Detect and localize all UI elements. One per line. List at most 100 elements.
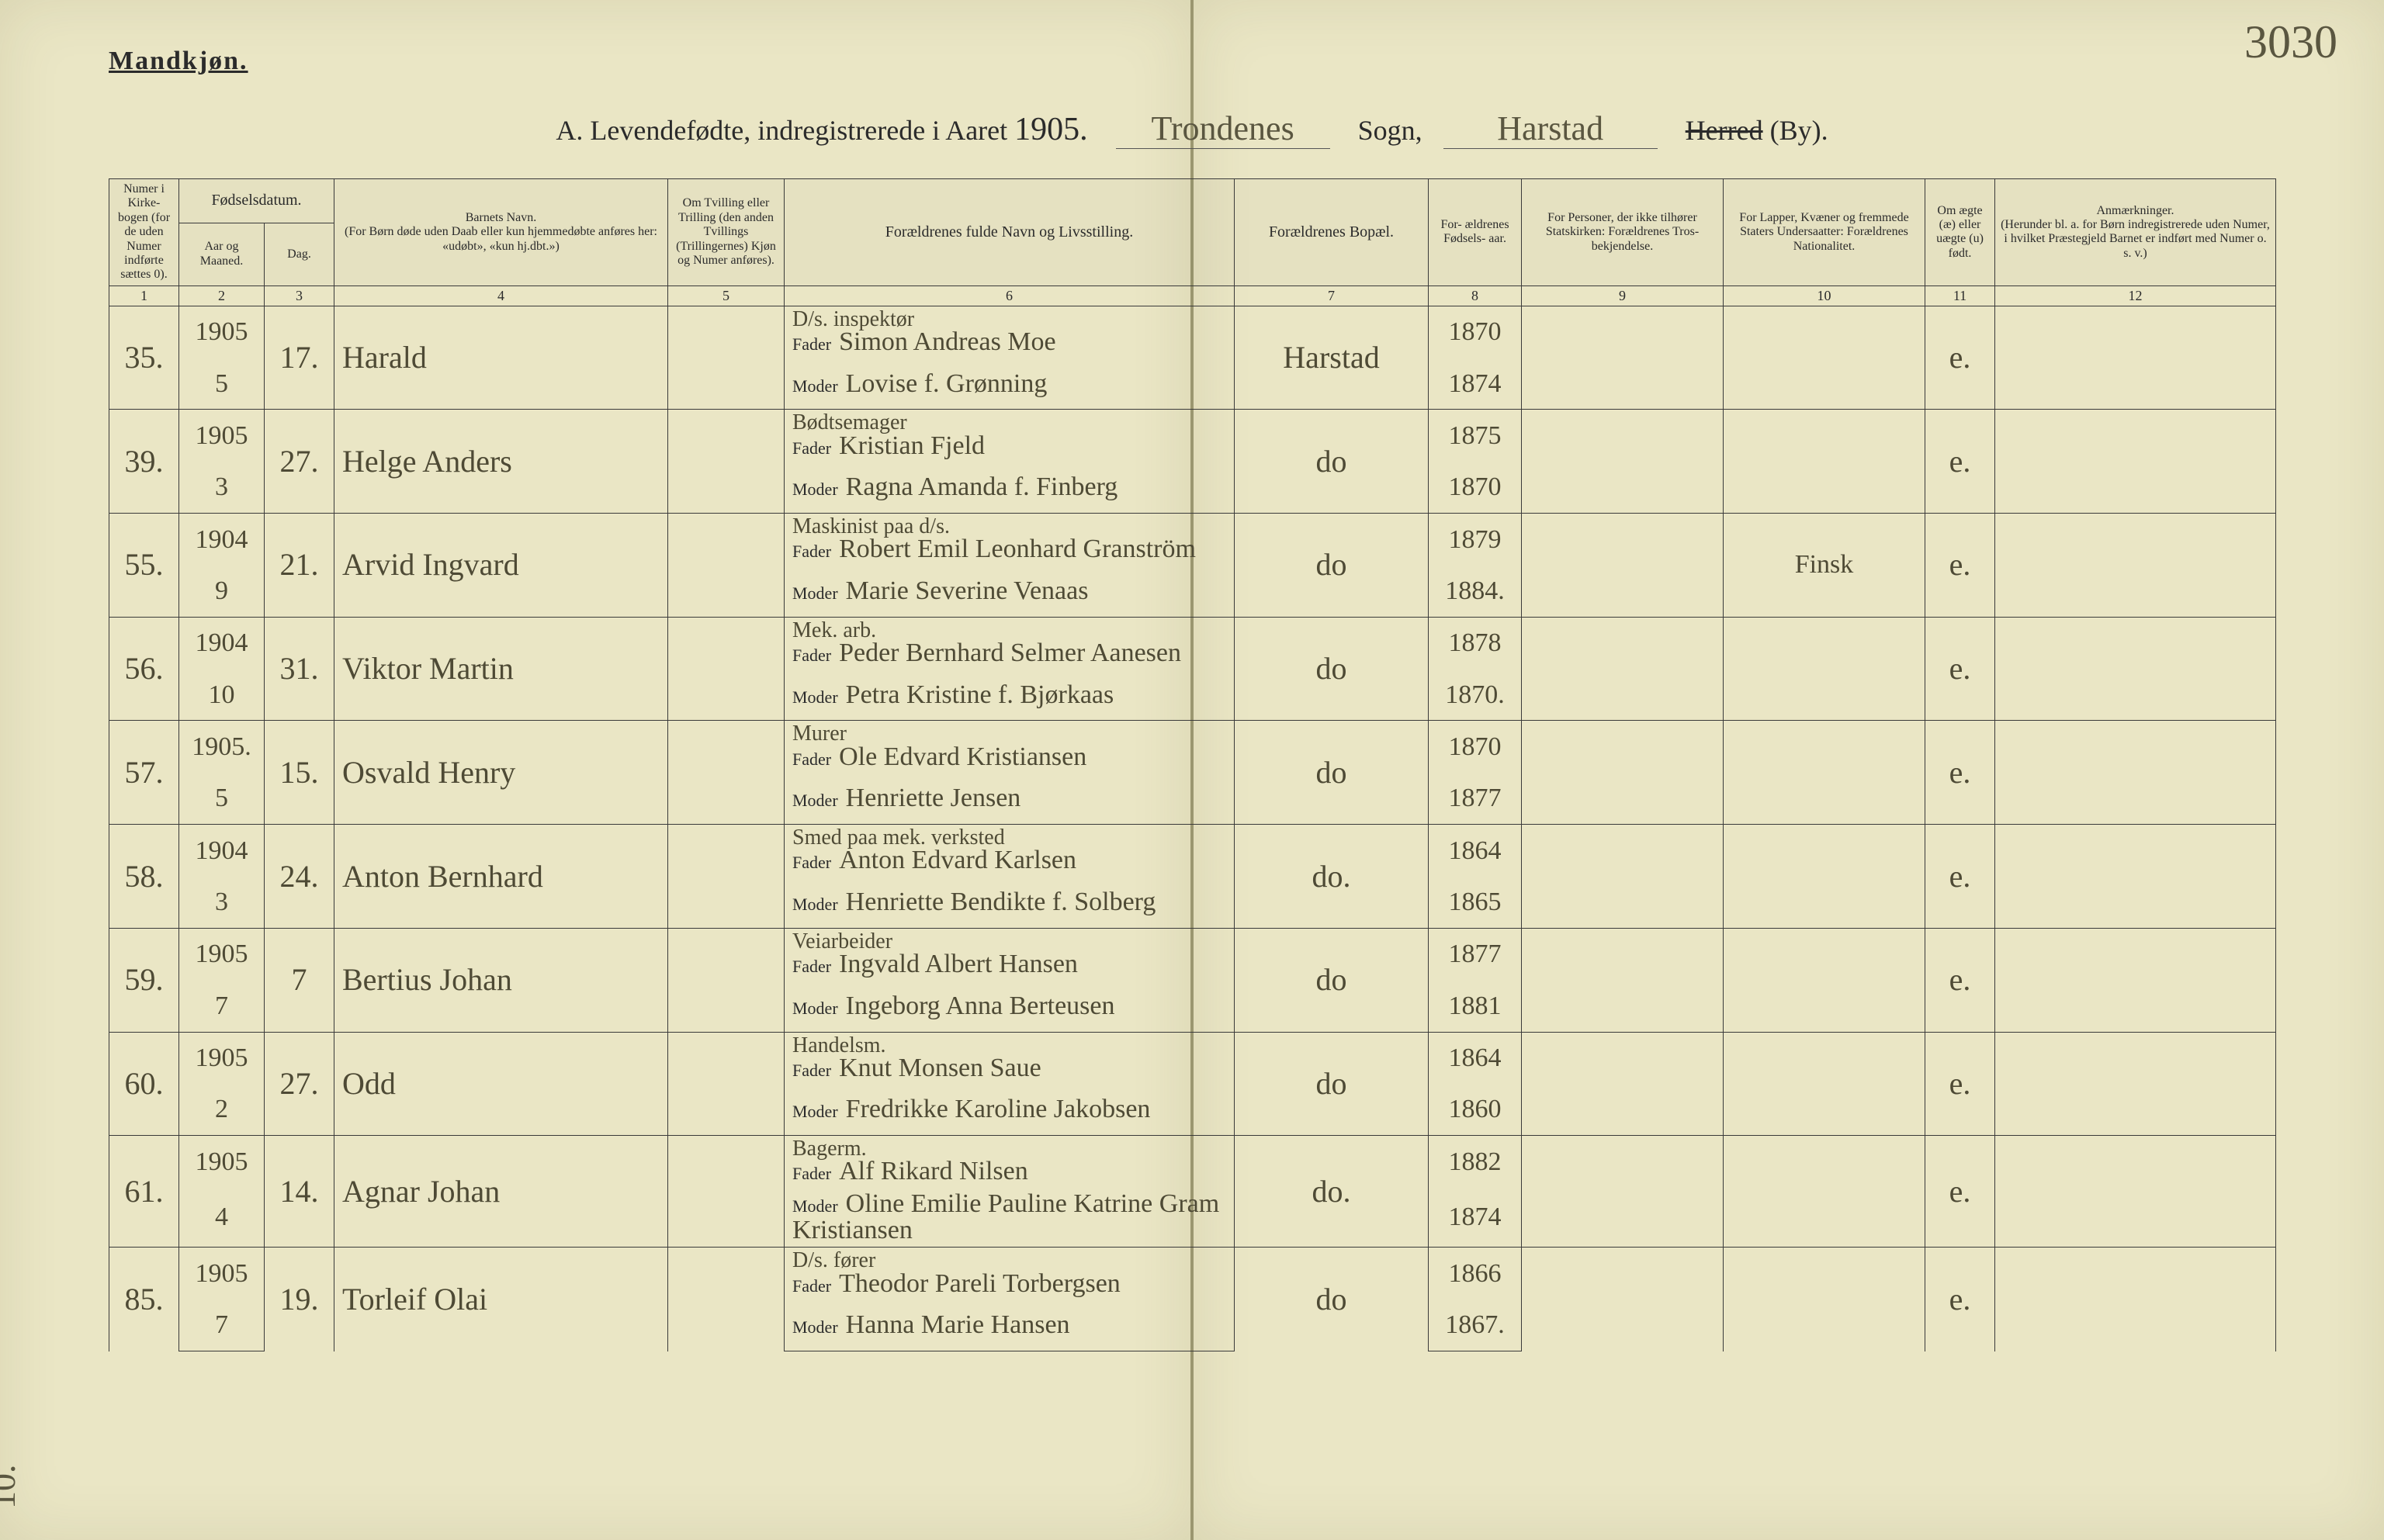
rec-residence: do: [1235, 1032, 1429, 1136]
rec-father-occ: Murer: [792, 724, 1226, 743]
colnum: 1: [109, 286, 179, 306]
moder-label: Moder: [792, 998, 838, 1018]
rec-confession: [1522, 410, 1724, 514]
rec-mother-name: Henriette Jensen: [846, 784, 1021, 812]
rec-child: Anton Bernhard: [334, 825, 668, 929]
rec-num: 56.: [109, 617, 179, 721]
rec-residence: do.: [1235, 1136, 1429, 1248]
rec-confession: [1522, 514, 1724, 618]
rec-father-occ: D/s. fører: [792, 1251, 1226, 1270]
rec-mother: ModerRagna Amanda f. Finberg: [785, 462, 1235, 514]
rec-mother: ModerLovise f. Grønning: [785, 358, 1235, 410]
rec-nationality: [1724, 410, 1925, 514]
moder-label: Moder: [792, 583, 838, 603]
rec-month: 7: [179, 981, 265, 1032]
rec-father-year: 1870: [1429, 306, 1522, 358]
rec-twin: [668, 617, 785, 721]
rec-nationality: [1724, 1136, 1925, 1248]
rec-num: 35.: [109, 306, 179, 410]
rec-month: 5: [179, 773, 265, 825]
fader-label: Fader: [792, 1276, 831, 1296]
rec-twin: [668, 1136, 785, 1248]
record-row-top: 60.190527.OddHandelsm.FaderKnut Monsen S…: [109, 1032, 2276, 1085]
rec-mother-year: 1860: [1429, 1085, 1522, 1136]
rec-father: BødtsemagerFaderKristian Fjeld: [785, 410, 1235, 462]
rec-month: 7: [179, 1300, 265, 1351]
fader-label: Fader: [792, 1164, 831, 1183]
col-head-notes: Anmærkninger. (Herunder bl. a. for Børn …: [1995, 179, 2276, 286]
rec-legit: e.: [1925, 617, 1995, 721]
moder-label: Moder: [792, 791, 838, 810]
rec-twin: [668, 825, 785, 929]
rec-day: 27.: [265, 410, 334, 514]
moder-label: Moder: [792, 687, 838, 707]
table-body: 35.190517.HaraldD/s. inspektørFaderSimon…: [109, 306, 2276, 1351]
rec-twin: [668, 1248, 785, 1351]
col-head-legit: Om ægte (æ) eller uægte (u) født.: [1925, 179, 1995, 286]
table-head: Numer i Kirke- bogen (for de uden Numer …: [109, 179, 2276, 306]
rec-month: 4: [179, 1188, 265, 1248]
rec-mother: ModerFredrikke Karoline Jakobsen: [785, 1085, 1235, 1136]
rec-day: 19.: [265, 1248, 334, 1351]
record-row-top: 85.190519.Torleif OlaiD/s. førerFaderThe…: [109, 1248, 2276, 1300]
title-prefix: A. Levendefødte, indregistrerede i Aaret: [556, 115, 1007, 146]
col-head-name-top: Barnets Navn.: [466, 211, 537, 224]
colnum: 2: [179, 286, 265, 306]
rec-notes: [1995, 928, 2276, 1032]
rec-nationality: [1724, 928, 1925, 1032]
rec-nationality: [1724, 306, 1925, 410]
rec-legit: e.: [1925, 825, 1995, 929]
rec-father-name: Simon Andreas Moe: [839, 327, 1056, 356]
record-row-top: 57.1905.15.Osvald HenryMurerFaderOle Edv…: [109, 721, 2276, 773]
rec-father: D/s. førerFaderTheodor Pareli Torbergsen: [785, 1248, 1235, 1300]
rec-father-occ: Mek. arb.: [792, 621, 1226, 640]
rec-legit: e.: [1925, 410, 1995, 514]
col-head-notes-top: Anmærkninger.: [2097, 204, 2174, 217]
rec-father-name: Ole Edvard Kristiansen: [839, 742, 1086, 771]
col-head-parents: Forældrenes fulde Navn og Livsstilling.: [785, 179, 1235, 286]
rec-mother-name: Petra Kristine f. Bjørkaas: [846, 680, 1114, 709]
moder-label: Moder: [792, 479, 838, 499]
rec-residence: do.: [1235, 825, 1429, 929]
rec-residence: do: [1235, 514, 1429, 618]
rec-legit: e.: [1925, 306, 1995, 410]
rec-father: VeiarbeiderFaderIngvald Albert Hansen: [785, 928, 1235, 981]
rec-legit: e.: [1925, 1248, 1995, 1351]
rec-nationality: [1724, 617, 1925, 721]
rec-confession: [1522, 1032, 1724, 1136]
record-row-top: 35.190517.HaraldD/s. inspektørFaderSimon…: [109, 306, 2276, 358]
moder-label: Moder: [792, 1102, 838, 1121]
rec-father: Bagerm.FaderAlf Rikard Nilsen: [785, 1136, 1235, 1189]
rec-mother-year: 1874: [1429, 358, 1522, 410]
rec-confession: [1522, 721, 1724, 825]
rec-month: 2: [179, 1085, 265, 1136]
rec-mother-name: Lovise f. Grønning: [846, 369, 1048, 398]
rec-num: 60.: [109, 1032, 179, 1136]
rec-year: 1905: [179, 1032, 265, 1085]
rec-num: 59.: [109, 928, 179, 1032]
rec-month: 9: [179, 566, 265, 617]
rec-twin: [668, 410, 785, 514]
rec-num: 39.: [109, 410, 179, 514]
rec-twin: [668, 306, 785, 410]
moder-label: Moder: [792, 1317, 838, 1337]
rec-month: 3: [179, 877, 265, 928]
rec-year: 1905.: [179, 721, 265, 773]
col-head-conf: For Personer, der ikke tilhører Statskir…: [1522, 179, 1724, 286]
rec-mother: ModerHanna Marie Hansen: [785, 1300, 1235, 1351]
title-year: 1905.: [1014, 112, 1088, 147]
rec-father-year: 1878: [1429, 617, 1522, 670]
rec-residence: Harstad: [1235, 306, 1429, 410]
rec-notes: [1995, 1032, 2276, 1136]
fader-label: Fader: [792, 1061, 831, 1080]
fader-label: Fader: [792, 645, 831, 665]
rec-mother: ModerMarie Severine Venaas: [785, 566, 1235, 617]
rec-notes: [1995, 410, 2276, 514]
rec-father-occ: D/s. inspektør: [792, 310, 1226, 329]
rec-num: 85.: [109, 1248, 179, 1351]
rec-residence: do: [1235, 1248, 1429, 1351]
rec-notes: [1995, 825, 2276, 929]
rec-child: Torleif Olai: [334, 1248, 668, 1351]
rec-father-year: 1864: [1429, 1032, 1522, 1085]
fader-label: Fader: [792, 957, 831, 976]
